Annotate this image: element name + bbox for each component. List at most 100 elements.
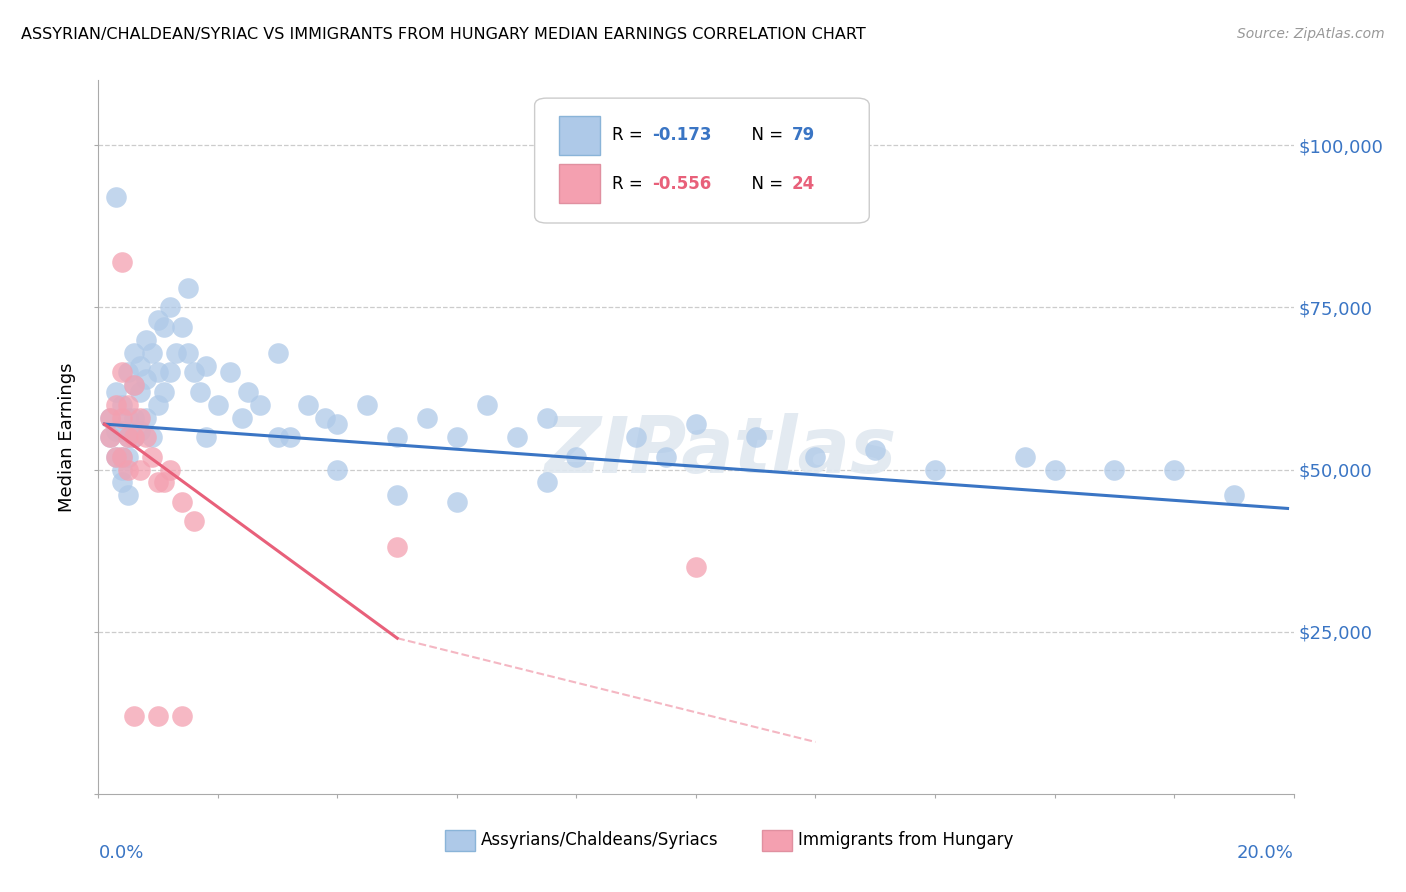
Text: ZIPatlas: ZIPatlas (544, 413, 896, 490)
Point (111, 424, 134, 438)
Point (124, 709, 146, 723)
Point (159, 462, 181, 476)
Point (195, 430, 218, 444)
Point (117, 430, 139, 444)
Point (172, 709, 194, 723)
Point (804, 450, 827, 464)
Point (446, 495, 468, 509)
Point (148, 475, 170, 490)
Point (924, 462, 946, 476)
Point (267, 345, 290, 359)
Text: Assyrians/Chaldeans/Syriacs: Assyrians/Chaldeans/Syriacs (481, 831, 718, 849)
Point (105, 398, 128, 412)
Point (745, 430, 768, 444)
Text: 79: 79 (792, 127, 815, 145)
FancyBboxPatch shape (534, 98, 869, 223)
Point (326, 462, 349, 476)
Text: ASSYRIAN/CHALDEAN/SYRIAC VS IMMIGRANTS FROM HUNGARY MEDIAN EARNINGS CORRELATION : ASSYRIAN/CHALDEAN/SYRIAC VS IMMIGRANTS F… (21, 27, 866, 42)
Point (117, 430, 139, 444)
Point (446, 430, 468, 444)
Text: N =: N = (741, 127, 789, 145)
Point (111, 398, 134, 412)
Point (98, 430, 122, 444)
Point (111, 255, 134, 269)
Point (135, 333, 157, 347)
Point (111, 475, 134, 490)
Point (385, 430, 409, 444)
Y-axis label: Median Earnings: Median Earnings (58, 362, 76, 512)
Point (159, 301, 181, 315)
Point (148, 398, 170, 412)
Point (124, 378, 146, 392)
Text: 24: 24 (792, 175, 815, 193)
Text: -0.173: -0.173 (652, 127, 711, 145)
Point (124, 378, 146, 392)
Bar (558, 164, 600, 203)
Point (183, 515, 205, 529)
Point (117, 365, 139, 379)
Point (105, 450, 128, 464)
Point (124, 345, 146, 359)
Point (105, 424, 128, 438)
Point (172, 495, 194, 509)
Point (177, 345, 200, 359)
Point (124, 430, 146, 444)
Point (1163, 462, 1185, 476)
Point (385, 488, 409, 502)
Point (1104, 462, 1126, 476)
Bar (762, 830, 792, 851)
Point (111, 365, 134, 379)
Point (177, 281, 200, 295)
Point (153, 384, 176, 399)
Point (105, 190, 128, 204)
Text: -0.556: -0.556 (652, 175, 711, 193)
Point (153, 475, 176, 490)
Text: Immigrants from Hungary: Immigrants from Hungary (797, 831, 1012, 849)
Point (135, 430, 157, 444)
Point (153, 319, 176, 334)
Text: 0.0%: 0.0% (98, 844, 143, 862)
Point (117, 450, 139, 464)
Point (141, 430, 163, 444)
Point (685, 417, 707, 431)
Point (1043, 462, 1066, 476)
Point (111, 450, 134, 464)
Point (249, 398, 271, 412)
Point (148, 313, 170, 327)
Point (278, 430, 301, 444)
Point (165, 345, 187, 359)
Point (129, 462, 152, 476)
Point (129, 359, 152, 373)
Point (685, 559, 707, 574)
Point (356, 398, 378, 412)
Text: 20.0%: 20.0% (1237, 844, 1294, 862)
Point (536, 410, 558, 425)
Bar (446, 830, 475, 851)
Point (111, 450, 134, 464)
Point (219, 365, 242, 379)
Point (172, 319, 194, 334)
Point (129, 424, 152, 438)
Point (135, 410, 157, 425)
Point (183, 365, 205, 379)
Point (98, 430, 122, 444)
Point (129, 384, 152, 399)
Point (207, 398, 229, 412)
Point (111, 462, 134, 476)
Point (267, 430, 290, 444)
Point (117, 488, 139, 502)
Point (297, 398, 319, 412)
Point (1223, 488, 1246, 502)
Text: Source: ZipAtlas.com: Source: ZipAtlas.com (1237, 27, 1385, 41)
Point (865, 443, 887, 458)
Point (326, 417, 349, 431)
Point (124, 430, 146, 444)
Point (135, 372, 157, 386)
Point (475, 398, 498, 412)
Point (188, 384, 211, 399)
Text: R =: R = (613, 127, 654, 145)
Point (117, 462, 139, 476)
Point (416, 410, 439, 425)
Point (105, 450, 128, 464)
Text: N =: N = (741, 175, 789, 193)
